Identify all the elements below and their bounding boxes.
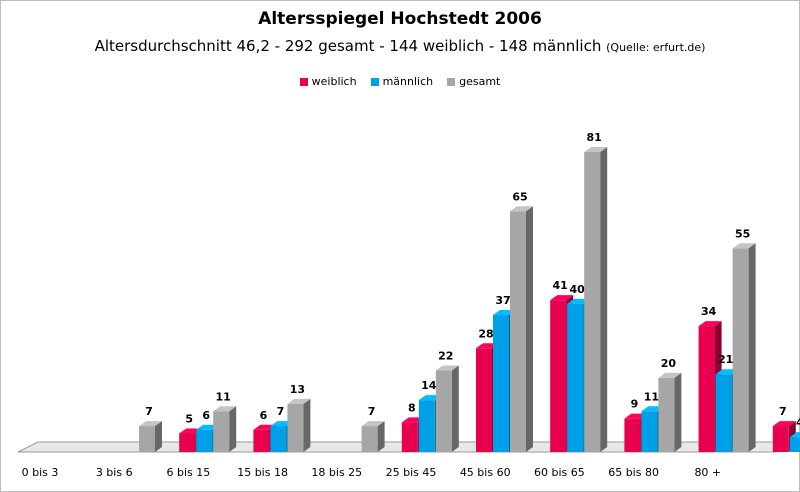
data-label-gesamt-6: 81: [587, 131, 602, 144]
legend-swatch-maennlich: [370, 77, 379, 86]
x-tick-label-7: 60 bis 65: [534, 466, 585, 479]
data-label-weiblich-6: 41: [553, 279, 568, 292]
bar-maennlich-2: [270, 426, 287, 452]
chart-legend: weiblich männlich gesamt: [1, 75, 799, 88]
data-label-maennlich-1: 6: [202, 409, 210, 422]
x-tick-label-5: 25 bis 45: [386, 466, 437, 479]
bar-gesamt-6: [584, 152, 601, 452]
bar-weiblich-8: [698, 326, 715, 452]
bar-top-weiblich-6: [550, 295, 574, 301]
bar-weiblich-2: [253, 429, 270, 452]
bar-gesamt-5: [510, 211, 526, 452]
bar-side-gesamt-2: [303, 398, 311, 452]
x-tick-label-8: 65 bis 80: [608, 466, 659, 479]
bar-top-gesamt-2: [287, 398, 311, 404]
bar-weiblich-9: [772, 426, 789, 452]
bar-gesamt-8: [732, 248, 749, 452]
x-tick-label-1: 3 bis 6: [96, 466, 133, 479]
bar-weiblich-1: [179, 433, 196, 452]
source-note: (Quelle: erfurt.de): [606, 41, 706, 54]
data-label-maennlich-5: 37: [495, 294, 510, 307]
x-tick-label-0: 0 bis 3: [22, 466, 59, 479]
bar-gesamt-2: [287, 403, 304, 452]
data-label-maennlich-4: 14: [421, 379, 437, 392]
data-label-gesamt-2: 13: [290, 383, 305, 396]
x-tick-label-9: 80 +: [694, 466, 721, 479]
data-label-weiblich-8: 34: [701, 305, 717, 318]
bar-top-gesamt-4: [435, 365, 459, 371]
bar-top-gesamt-1: [213, 406, 237, 412]
x-tick-label-4: 18 bis 25: [311, 466, 362, 479]
bar-top-weiblich-8: [698, 321, 722, 327]
data-label-maennlich-9: 4: [796, 416, 800, 429]
data-label-maennlich-8: 21: [718, 353, 733, 366]
bar-side-gesamt-5: [526, 206, 533, 452]
bar-side-gesamt-8: [748, 243, 756, 452]
data-label-weiblich-1: 5: [185, 412, 193, 425]
bar-gesamt-1: [213, 411, 230, 452]
bar-side-gesamt-4: [451, 365, 459, 452]
data-label-maennlich-7: 11: [644, 390, 659, 403]
bar-gesamt-3: [361, 426, 378, 452]
legend-label-weiblich: weiblich: [311, 75, 357, 88]
data-label-gesamt-4: 22: [438, 350, 453, 363]
data-label-gesamt-7: 20: [661, 357, 677, 370]
bar-top-gesamt-0: [139, 421, 162, 427]
data-label-gesamt-0: 7: [145, 405, 153, 418]
bar-top-gesamt-5: [510, 206, 533, 212]
bar-weiblich-7: [624, 418, 641, 452]
bar-maennlich-1: [196, 429, 213, 452]
legend-item-weiblich: weiblich: [299, 75, 357, 88]
data-label-weiblich-5: 28: [478, 327, 493, 340]
bar-gesamt-0: [139, 426, 155, 452]
data-label-weiblich-9: 7: [779, 405, 787, 418]
data-label-gesamt-5: 65: [512, 190, 527, 203]
legend-item-gesamt: gesamt: [447, 75, 500, 88]
legend-label-maennlich: männlich: [382, 75, 434, 88]
legend-swatch-gesamt: [447, 77, 456, 86]
legend-item-maennlich: männlich: [370, 75, 434, 88]
x-tick-label-2: 6 bis 15: [167, 466, 211, 479]
data-label-maennlich-6: 40: [570, 283, 586, 296]
bar-maennlich-9: [789, 437, 800, 452]
legend-swatch-weiblich: [299, 77, 308, 86]
bar-side-gesamt-7: [674, 372, 682, 452]
x-tick-label-3: 15 bis 18: [237, 466, 288, 479]
bar-maennlich-8: [715, 374, 732, 452]
data-label-weiblich-7: 9: [631, 398, 639, 411]
bar-side-gesamt-3: [377, 421, 385, 452]
subtitle-main: Altersdurchschnitt 46,2 - 292 gesamt - 1…: [94, 37, 602, 55]
bar-side-gesamt-0: [155, 421, 162, 452]
bar-top-weiblich-9: [772, 421, 796, 427]
bar-weiblich-5: [476, 348, 492, 452]
data-label-weiblich-4: 8: [408, 401, 416, 414]
data-label-gesamt-1: 11: [216, 390, 231, 403]
data-label-maennlich-2: 7: [277, 405, 285, 418]
data-label-gesamt-8: 55: [735, 227, 750, 240]
chart-subtitle: Altersdurchschnitt 46,2 - 292 gesamt - 1…: [1, 37, 799, 55]
bar-top-gesamt-7: [658, 372, 682, 378]
bar-top-maennlich-9: [789, 432, 800, 438]
data-label-gesamt-3: 7: [368, 405, 376, 418]
bar-gesamt-7: [658, 377, 675, 452]
bar-gesamt-4: [435, 370, 452, 452]
bar-top-gesamt-6: [584, 147, 608, 152]
bar-maennlich-7: [641, 411, 658, 452]
data-label-weiblich-2: 6: [260, 409, 268, 422]
bar-weiblich-6: [550, 300, 567, 452]
bar-maennlich-4: [418, 400, 435, 452]
bar-side-gesamt-1: [229, 406, 237, 452]
bar-maennlich-5: [493, 314, 509, 452]
bar-top-gesamt-8: [732, 243, 756, 249]
x-tick-label-6: 45 bis 60: [460, 466, 511, 479]
bar-side-gesamt-6: [600, 147, 608, 452]
bar-weiblich-4: [401, 422, 418, 452]
bar-top-gesamt-3: [361, 421, 385, 427]
legend-label-gesamt: gesamt: [459, 75, 501, 88]
bar-maennlich-6: [567, 303, 584, 452]
chart-title: Altersspiegel Hochstedt 2006: [258, 9, 542, 29]
